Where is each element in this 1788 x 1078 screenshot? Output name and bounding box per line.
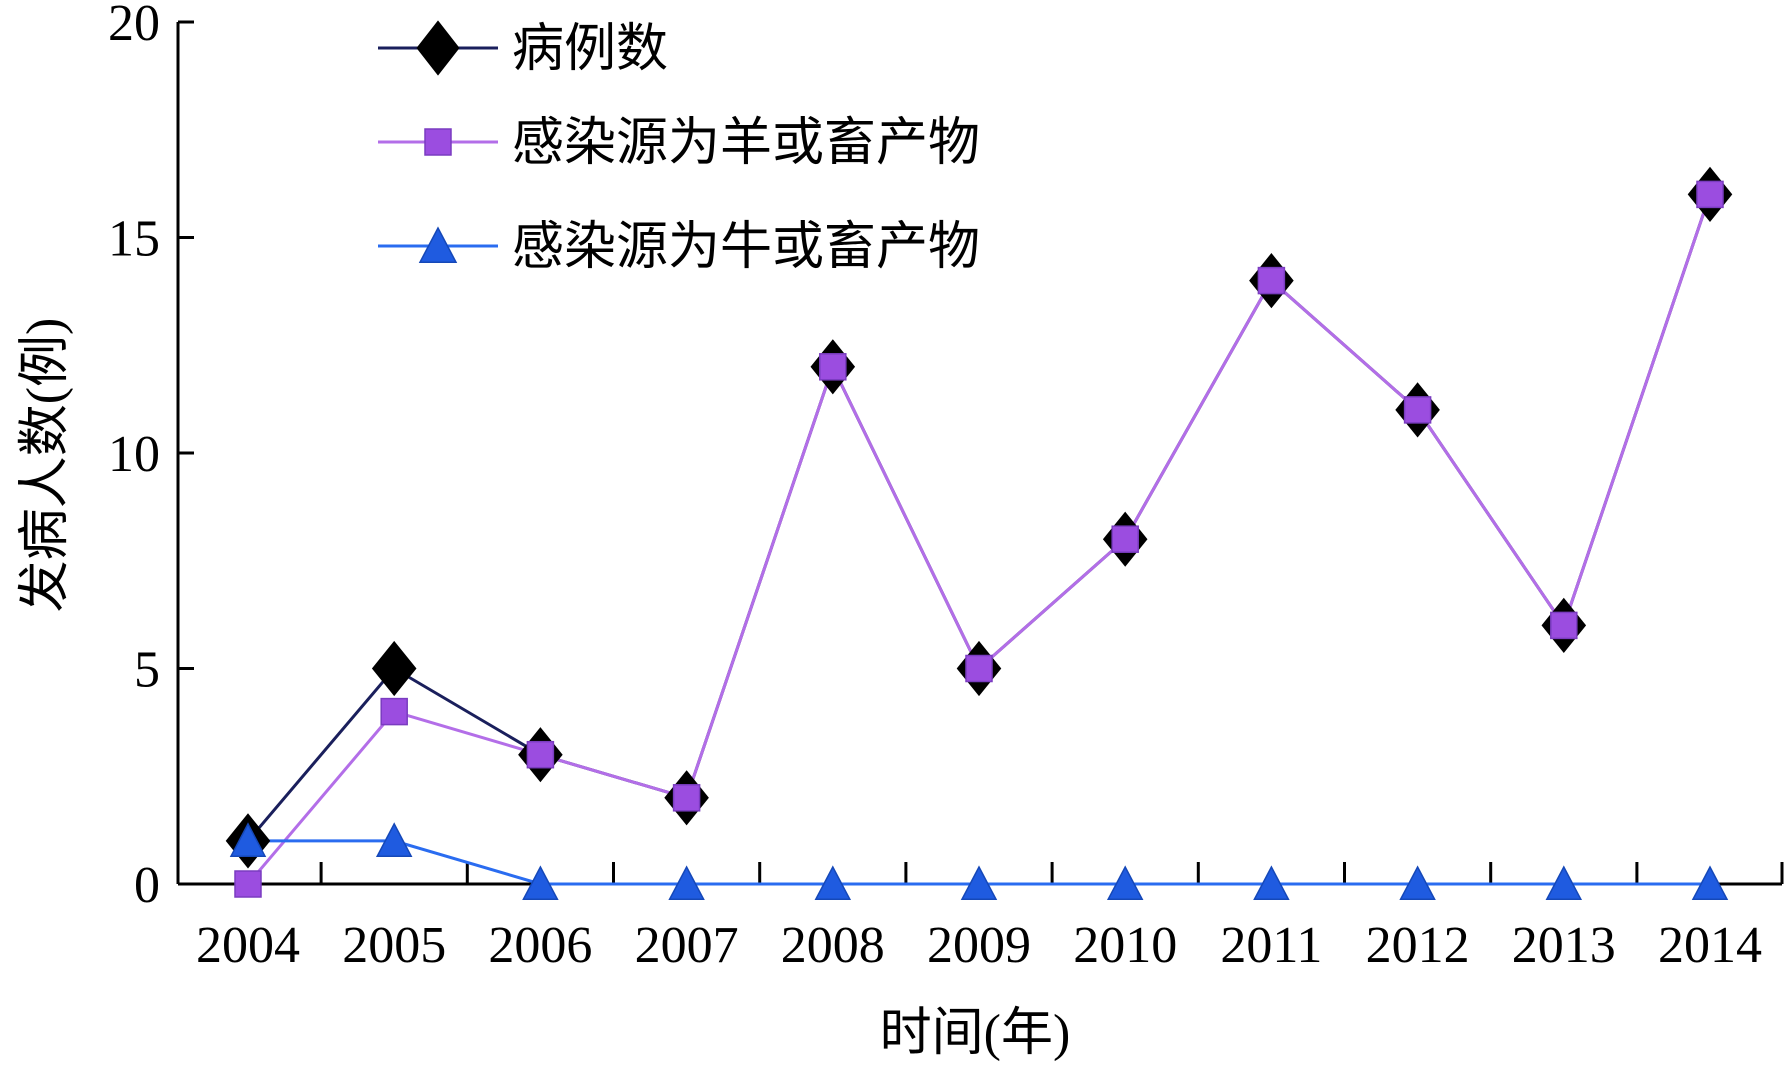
series-1-point <box>371 640 417 697</box>
x-tick-label: 2006 <box>488 917 592 974</box>
y-tick-label: 5 <box>134 642 160 699</box>
legend-label-1: 病例数 <box>512 21 668 78</box>
series-3-point <box>229 822 267 857</box>
x-tick-label: 2012 <box>1366 917 1470 974</box>
series-2-point <box>1257 266 1286 295</box>
series-2-point <box>526 740 555 769</box>
series-2-point <box>1550 611 1578 640</box>
y-axis-title: 发病人数(例) <box>17 318 74 613</box>
x-tick-label: 2005 <box>342 917 446 974</box>
series-3-point <box>960 865 998 901</box>
series-2-point <box>1403 396 1432 424</box>
x-tick-label: 2007 <box>635 917 739 974</box>
legend-marker-3 <box>418 226 458 263</box>
y-tick-label: 10 <box>108 426 160 483</box>
x-tick-label: 2014 <box>1658 917 1762 974</box>
series-3-point <box>522 865 559 901</box>
x-tick-label: 2011 <box>1220 917 1322 974</box>
series-2-point <box>1111 525 1139 553</box>
legend-label-3: 感染源为牛或畜产物 <box>512 219 980 276</box>
axes: 0 5 10 15 20 2004 2005 2006 2007 2008 2009 2010 2011… <box>108 0 1784 974</box>
series-2-point <box>234 870 262 898</box>
series-3-point <box>375 822 413 857</box>
series-2-point <box>672 784 701 812</box>
legend-marker-1 <box>416 20 460 76</box>
series-3-point <box>1691 865 1729 901</box>
y-tick-label: 15 <box>108 211 160 268</box>
y-tick-label: 0 <box>134 857 160 914</box>
x-tick-label: 2010 <box>1073 917 1177 974</box>
series-3-point <box>668 865 705 901</box>
x-tick-label: 2008 <box>781 917 885 974</box>
x-axis-title: 时间(年) <box>880 1005 1071 1062</box>
series-2-point <box>380 697 408 726</box>
x-tick-label: 2009 <box>927 917 1031 974</box>
series-3-point <box>1399 865 1436 901</box>
series-3-point <box>1545 865 1583 901</box>
series-3-point <box>814 865 852 901</box>
x-tick-label: 2013 <box>1512 917 1616 974</box>
series-layer <box>225 166 1733 901</box>
series-2-point <box>819 353 847 381</box>
x-tick-label: 2004 <box>196 917 300 974</box>
series-2-point <box>1696 180 1724 209</box>
legend-label-2: 感染源为羊或畜产物 <box>512 115 980 172</box>
series-3-point <box>1106 865 1144 901</box>
series-line-2 <box>246 193 1712 885</box>
y-tick-label: 20 <box>108 0 160 52</box>
series-2-point <box>965 654 993 683</box>
series-3-point <box>1253 865 1290 901</box>
legend-marker-2 <box>424 128 452 156</box>
